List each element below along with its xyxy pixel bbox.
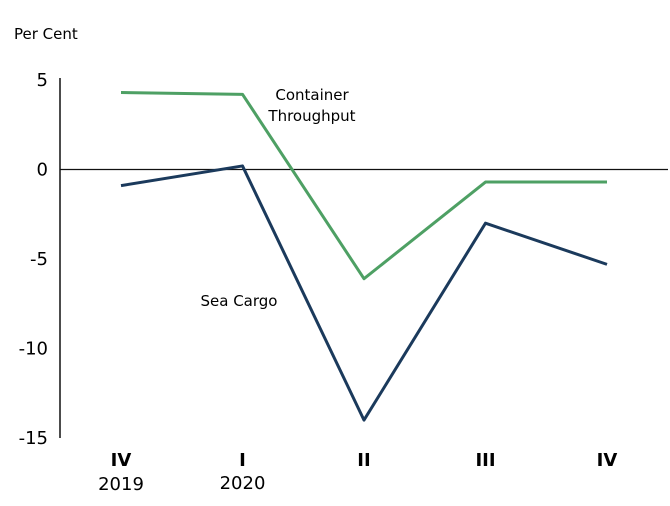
- series-label-container: Container: [275, 86, 349, 104]
- x-tick-quarter: IV: [597, 450, 618, 471]
- series-label-sea-cargo: Sea Cargo: [201, 292, 278, 310]
- y-tick-label: -10: [19, 339, 48, 360]
- y-unit-label: Per Cent: [14, 25, 78, 43]
- x-tick-quarter: IV: [111, 450, 132, 471]
- x-tick-year: 2020: [220, 473, 266, 494]
- x-tick-quarter: I: [239, 450, 246, 471]
- x-tick-quarter: III: [475, 450, 495, 471]
- x-tick-year: 2019: [98, 474, 144, 495]
- series-line-sea-cargo: [120, 164, 608, 422]
- y-tick-label: -15: [19, 428, 48, 449]
- series-label-throughput: Throughput: [267, 107, 355, 125]
- series-line-container-throughput: [120, 91, 607, 281]
- x-tick-quarter: II: [357, 450, 370, 471]
- y-tick-label: 5: [37, 70, 48, 91]
- y-tick-label: -5: [30, 249, 48, 270]
- y-tick-label: 0: [37, 160, 48, 181]
